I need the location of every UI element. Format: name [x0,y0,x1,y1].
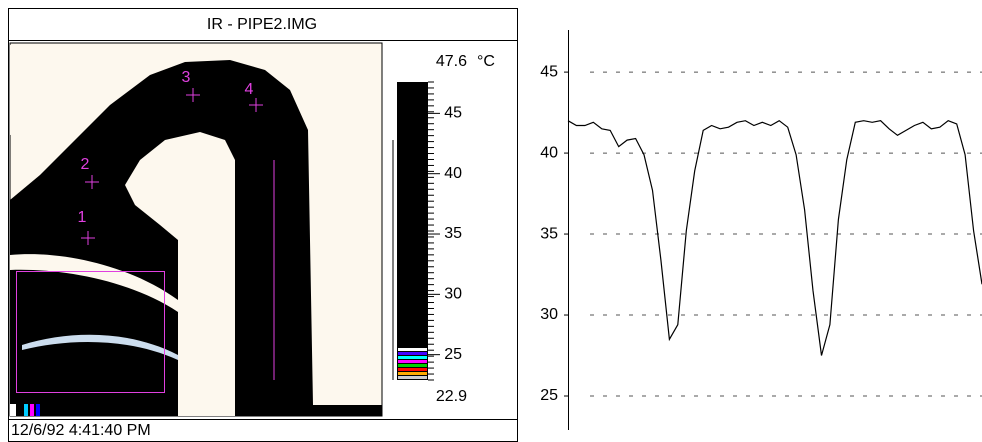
marker-label: 1 [78,209,87,226]
screen: IR - PIPE2.IMG 12/6/92 4:41:40 PM 1 2 3 4 47… [0,0,982,442]
marker-label: 2 [81,156,90,173]
y-tick-label: 40 [540,144,558,161]
profile-line [568,121,982,356]
timestamp: 12/6/92 4:41:40 PM [11,422,151,439]
marker-label: 3 [182,69,191,86]
y-tick-label: 25 [540,387,558,404]
page: IR - PIPE2.IMG 12/6/92 4:41:40 PM 1 2 3 4 47… [0,0,982,442]
colorbar-tick-label: 35 [444,225,462,242]
colorbar-tick-label: 30 [444,286,462,303]
colorbar-max: 47.6 [436,53,467,70]
colorbar-tick-label: 45 [444,105,462,122]
y-tick-label: 30 [540,306,558,323]
colorbar-tick-label: 25 [444,346,462,363]
window-title: IR - PIPE2.IMG [207,16,317,33]
colorbar-min: 22.9 [436,388,467,405]
y-tick-label: 45 [540,63,558,80]
marker-label: 4 [245,81,254,98]
colorbar-unit: °C [477,53,495,70]
colorbar [397,82,428,380]
colorbar-tick-label: 40 [444,165,462,182]
y-tick-label: 35 [540,225,558,242]
